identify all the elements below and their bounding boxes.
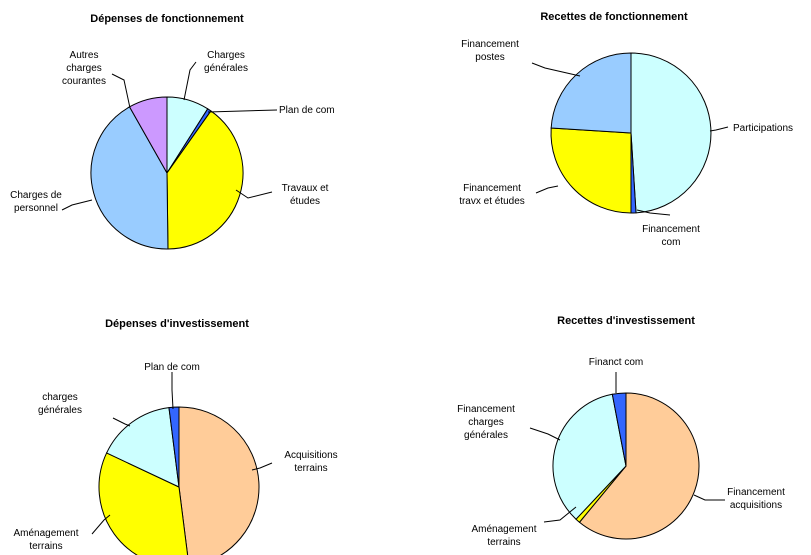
chart-title: Recettes d'investissement	[557, 315, 695, 327]
pie-slice	[178, 406, 260, 555]
slice-label: Plan de com	[279, 105, 335, 116]
pie-slice	[98, 452, 189, 555]
pie	[90, 96, 244, 250]
slice-label: Plan de com	[144, 362, 200, 373]
leader-lines	[91, 372, 273, 535]
slice-label: Travaux et études	[282, 183, 329, 207]
leader-lines	[61, 61, 278, 211]
pie	[98, 406, 260, 555]
slice-label: Acquisitions terrains	[284, 450, 337, 474]
slice-label: Aménagement terrains	[471, 524, 536, 548]
chart-depenses-investissement: Dépenses d'investissement Plan de com ch…	[13, 318, 338, 555]
slice-label: Participations	[733, 123, 793, 134]
chart-depenses-fonctionnement: Dépenses de fonctionnement Autres charges…	[10, 13, 335, 250]
pie-slice	[611, 392, 627, 467]
chart-title: Recettes de fonctionnement	[540, 11, 688, 23]
pie-slice	[552, 393, 627, 520]
slice-label: Financement postes	[461, 39, 519, 63]
chart-recettes-fonctionnement: Recettes de fonctionnement Financement po…	[459, 11, 793, 248]
leader-lines	[529, 372, 725, 523]
slice-label: Financt com	[589, 357, 643, 368]
slice-label: Financement acquisitions	[727, 487, 785, 511]
pie-slice	[90, 106, 169, 250]
slice-label: charges générales	[38, 392, 82, 416]
slice-label: Charges de personnel	[10, 190, 62, 214]
slice-label: Financement com	[642, 224, 700, 248]
chart-title: Dépenses d'investissement	[105, 318, 249, 330]
chart-title: Dépenses de fonctionnement	[90, 13, 244, 25]
pie-slice	[168, 406, 180, 488]
pie-slice	[578, 392, 700, 540]
slice-label: Financement charges générales	[457, 404, 515, 441]
pie-slice	[105, 407, 180, 488]
chart-recettes-investissement: Recettes d'investissement Financt com Fi…	[457, 315, 785, 548]
pie	[550, 52, 712, 214]
slice-label: Financement travx et études	[459, 183, 525, 207]
pie-slice	[550, 127, 632, 214]
pie-slice	[166, 110, 244, 250]
slice-label: Autres charges courantes	[62, 50, 106, 87]
pie	[552, 392, 700, 540]
pie-slice	[630, 52, 712, 214]
slice-label: Aménagement terrains	[13, 528, 78, 552]
pie-slice	[550, 52, 632, 134]
slice-label: Charges générales	[204, 50, 248, 74]
leader-lines	[531, 62, 729, 216]
